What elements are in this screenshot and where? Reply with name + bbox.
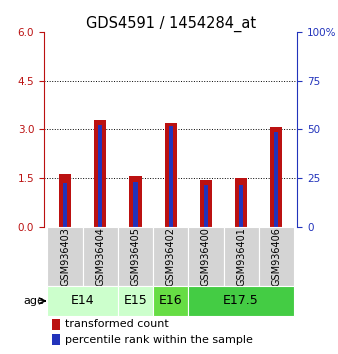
- Text: E14: E14: [71, 295, 95, 307]
- Bar: [153, 286, 188, 315]
- Title: GDS4591 / 1454284_at: GDS4591 / 1454284_at: [86, 16, 256, 32]
- Text: GSM936404: GSM936404: [95, 227, 105, 286]
- Text: GSM936401: GSM936401: [236, 227, 246, 286]
- Bar: [259, 227, 294, 286]
- Bar: [188, 286, 294, 315]
- Text: age: age: [23, 296, 44, 306]
- Bar: [51, 319, 61, 330]
- Bar: [63, 183, 67, 227]
- Bar: [204, 185, 208, 227]
- Bar: [153, 227, 188, 286]
- Bar: [239, 185, 243, 227]
- Text: GSM936405: GSM936405: [130, 227, 141, 286]
- Bar: [223, 227, 259, 286]
- Bar: [270, 127, 283, 227]
- Text: transformed count: transformed count: [66, 319, 169, 329]
- Bar: [188, 227, 223, 286]
- Bar: [235, 178, 247, 227]
- Text: percentile rank within the sample: percentile rank within the sample: [66, 335, 254, 345]
- Bar: [118, 286, 153, 315]
- Bar: [47, 286, 118, 315]
- Bar: [200, 180, 212, 227]
- Bar: [169, 126, 173, 227]
- Text: GSM936403: GSM936403: [60, 227, 70, 286]
- Text: GSM936400: GSM936400: [201, 227, 211, 286]
- Bar: [134, 182, 138, 227]
- Bar: [83, 227, 118, 286]
- Bar: [98, 125, 102, 227]
- Text: GSM936402: GSM936402: [166, 227, 176, 286]
- Bar: [118, 227, 153, 286]
- Bar: [47, 227, 83, 286]
- Bar: [165, 123, 177, 227]
- Text: E17.5: E17.5: [223, 295, 259, 307]
- Text: E15: E15: [124, 295, 147, 307]
- Text: E16: E16: [159, 295, 183, 307]
- Bar: [129, 176, 142, 227]
- Bar: [51, 335, 61, 346]
- Bar: [274, 132, 279, 227]
- Bar: [94, 120, 106, 227]
- Bar: [59, 174, 71, 227]
- Text: GSM936406: GSM936406: [271, 227, 281, 286]
